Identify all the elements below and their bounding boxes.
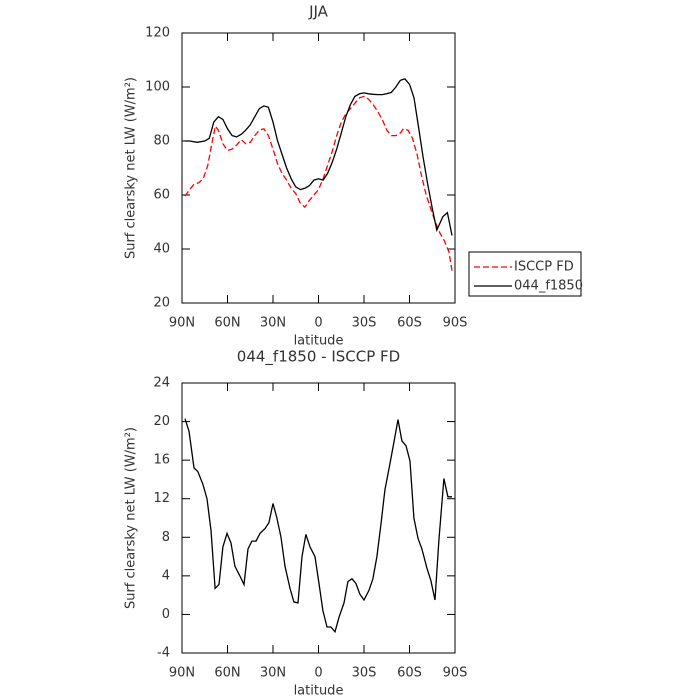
y-tick-label: 20 [153, 296, 170, 311]
y-tick-label: 24 [153, 376, 170, 391]
plot-frame [181, 32, 456, 304]
y-tick-label: 12 [153, 491, 170, 506]
y-tick-label: 60 [153, 188, 170, 203]
x-tick-label: 30N [260, 316, 286, 331]
x-tick-label: 60N [214, 666, 240, 681]
x-tick-label: 90S [443, 316, 468, 331]
y-tick-label: 20 [153, 414, 170, 429]
y-tick-label: 8 [162, 530, 170, 545]
legend-label: ISCCP FD [514, 260, 574, 275]
x-tick-label: 0 [314, 316, 322, 331]
x-tick-label: 90N [169, 316, 195, 331]
y-tick-label: 100 [145, 80, 170, 95]
series-line [185, 78, 453, 236]
x-tick-label: 30S [352, 316, 377, 331]
x-tick-label: 30S [352, 666, 377, 681]
x-tick-label: 0 [314, 666, 322, 681]
series-line [184, 95, 453, 271]
y-tick-label: 40 [153, 242, 170, 257]
x-axis-label: latitude [294, 684, 344, 699]
y-tick-label: -4 [157, 646, 170, 661]
y-tick-label: 0 [162, 607, 170, 622]
x-tick-label: 60S [397, 666, 422, 681]
x-tick-label: 30N [260, 666, 286, 681]
y-tick-label: 4 [162, 568, 170, 583]
x-tick-label: 90N [169, 666, 195, 681]
y-tick-label: 16 [153, 453, 170, 468]
chart-title: 044_f1850 - ISCCP FD [237, 348, 400, 367]
y-axis-label: Surf clearsky net LW (W/m²) [124, 427, 139, 609]
x-tick-label: 90S [443, 666, 468, 681]
legend-label: 044_f1850 [514, 279, 583, 294]
y-tick-label: 80 [153, 134, 170, 149]
y-axis-label: Surf clearsky net LW (W/m²) [124, 77, 139, 259]
x-tick-label: 60N [214, 316, 240, 331]
data-line [184, 418, 452, 634]
x-tick-label: 60S [397, 316, 422, 331]
x-axis-label: latitude [294, 334, 344, 349]
chart-title: JJA [308, 3, 329, 21]
legend-box [468, 251, 582, 297]
y-tick-label: 120 [145, 26, 170, 41]
